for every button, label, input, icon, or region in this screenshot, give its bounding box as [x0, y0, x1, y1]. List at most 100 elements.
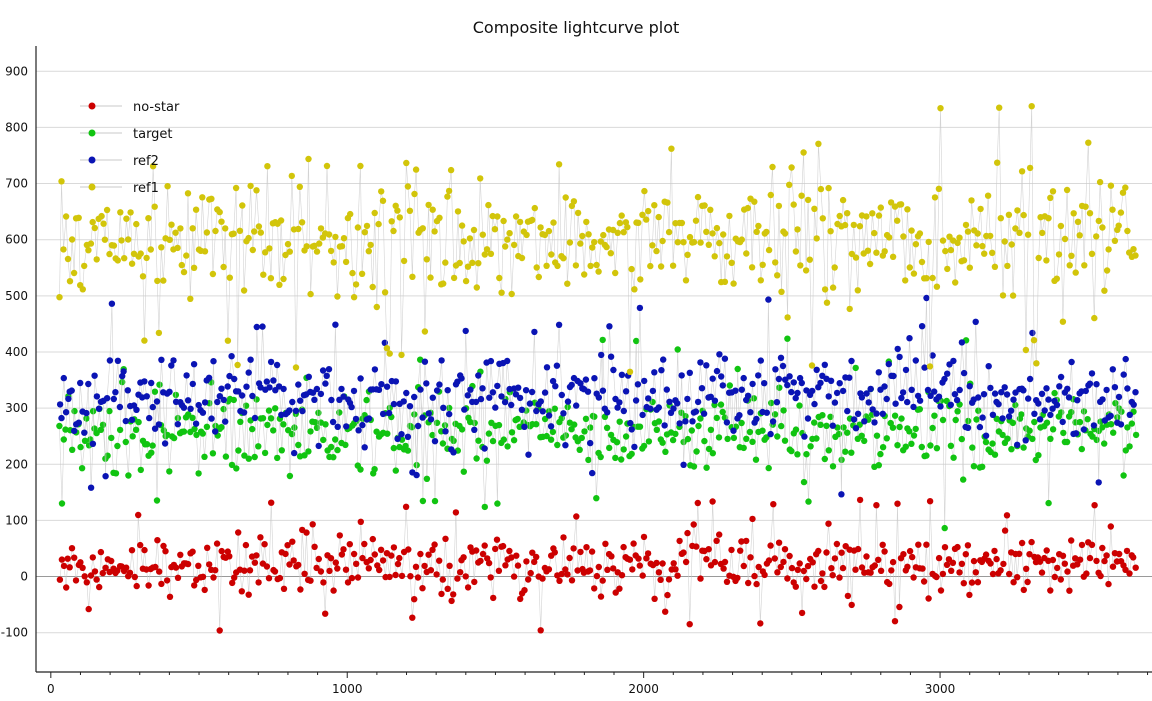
data-point — [469, 259, 476, 266]
data-point — [653, 559, 660, 567]
data-point — [647, 405, 654, 412]
data-point — [749, 380, 756, 388]
data-point — [392, 467, 399, 474]
data-point — [425, 551, 432, 558]
data-point — [786, 181, 793, 188]
data-point — [549, 377, 557, 385]
data-point — [607, 353, 615, 360]
data-point — [757, 620, 764, 627]
data-point — [1076, 418, 1084, 426]
data-point — [819, 215, 826, 222]
y-tick-label: -100 — [1, 626, 28, 640]
data-point — [1099, 396, 1106, 403]
data-point — [371, 209, 378, 217]
data-point — [950, 454, 957, 461]
data-point — [574, 567, 581, 574]
data-point — [852, 364, 859, 372]
data-point — [898, 394, 905, 402]
data-point — [1093, 557, 1100, 565]
data-point — [151, 388, 159, 395]
data-point — [473, 284, 480, 291]
data-point — [633, 337, 640, 345]
data-point — [852, 425, 860, 432]
data-point — [781, 437, 789, 444]
data-point — [885, 360, 892, 368]
data-point — [1032, 456, 1040, 464]
data-point — [311, 396, 318, 403]
data-point — [923, 452, 930, 459]
data-point — [894, 442, 901, 449]
data-point — [918, 443, 925, 451]
data-point — [440, 280, 447, 287]
data-point — [273, 361, 281, 369]
data-point — [149, 442, 156, 449]
data-point — [738, 419, 745, 427]
data-point — [56, 401, 64, 408]
data-point — [595, 268, 602, 275]
data-point — [593, 261, 600, 269]
data-point — [628, 426, 635, 433]
data-point — [98, 212, 105, 220]
data-point — [199, 194, 206, 201]
data-point — [1126, 443, 1133, 450]
data-point — [135, 511, 142, 519]
data-point — [811, 583, 818, 590]
data-point — [924, 386, 932, 394]
data-point — [582, 415, 590, 422]
data-point — [419, 225, 426, 232]
data-point — [612, 454, 619, 462]
data-point — [904, 206, 911, 213]
data-point — [161, 440, 169, 447]
data-point — [977, 205, 984, 213]
data-point — [883, 395, 890, 403]
series-ref2 — [56, 294, 1139, 498]
data-point — [769, 418, 777, 425]
data-point — [1072, 555, 1079, 562]
data-point — [604, 566, 611, 573]
data-point — [492, 404, 499, 411]
data-point — [396, 554, 403, 562]
data-point — [137, 541, 144, 549]
data-point — [245, 591, 252, 598]
data-point — [58, 556, 66, 563]
data-point — [846, 374, 853, 381]
data-point — [678, 372, 685, 379]
data-point — [746, 428, 754, 436]
data-point — [749, 515, 756, 523]
data-point — [578, 434, 585, 442]
data-point — [709, 450, 716, 457]
data-point — [85, 380, 92, 388]
data-point — [85, 247, 92, 254]
data-point — [798, 379, 805, 387]
data-point — [1111, 237, 1119, 244]
data-point — [220, 405, 227, 413]
data-point — [330, 587, 337, 594]
data-point — [334, 423, 341, 430]
data-point — [263, 563, 271, 570]
data-point — [560, 255, 567, 262]
data-point — [1124, 424, 1131, 431]
legend-marker-target — [88, 129, 96, 137]
data-point — [817, 577, 825, 585]
data-point — [529, 216, 536, 224]
data-point — [984, 192, 992, 199]
data-point — [316, 240, 323, 247]
data-point — [264, 421, 271, 429]
data-point — [1085, 139, 1092, 146]
data-point — [716, 239, 723, 247]
data-point — [315, 409, 322, 416]
data-point — [639, 411, 646, 419]
data-point — [738, 386, 745, 393]
data-point — [713, 367, 721, 375]
data-point — [394, 560, 402, 568]
data-point — [431, 541, 438, 548]
data-point — [1043, 257, 1050, 264]
data-point — [123, 564, 130, 571]
data-point — [994, 159, 1001, 166]
data-point — [71, 407, 78, 415]
data-point — [75, 419, 83, 426]
data-point — [295, 561, 302, 569]
data-point — [143, 393, 150, 400]
data-point — [873, 249, 880, 256]
data-point — [438, 357, 445, 364]
